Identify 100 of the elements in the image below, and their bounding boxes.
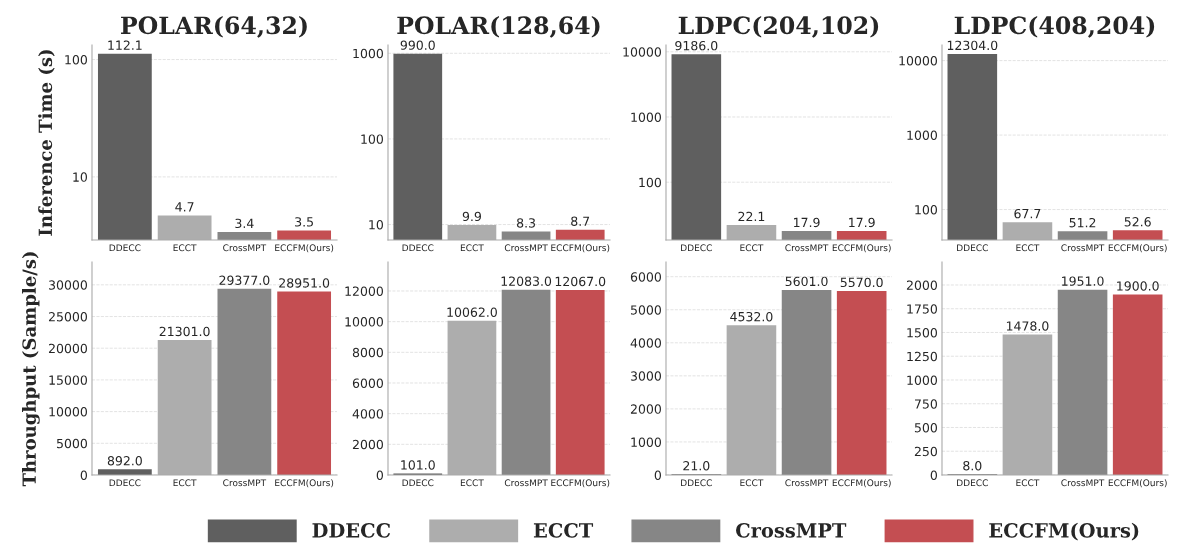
data-label: 1478.0 bbox=[1006, 321, 1049, 331]
y-tick-label: 1000 bbox=[631, 437, 661, 447]
x-tick-label: ECCT bbox=[460, 244, 484, 252]
data-label: 112.1 bbox=[108, 40, 142, 50]
x-tick-label: ECCT bbox=[1016, 244, 1040, 252]
x-tick-label: ECCT bbox=[460, 479, 484, 487]
x-tick-label: ECCT bbox=[740, 479, 764, 487]
y-tick-label: 10 bbox=[73, 172, 87, 182]
x-tick-label: ECCFM(Ours) bbox=[275, 244, 334, 253]
data-label: 3.5 bbox=[295, 217, 313, 227]
category-label: ECCT bbox=[533, 522, 594, 538]
y-tick-label: 750 bbox=[915, 399, 937, 409]
y-tick-label: 10000 bbox=[899, 56, 937, 66]
data-label: 5601.0 bbox=[785, 276, 828, 287]
data-label: 8.0 bbox=[963, 460, 982, 471]
y-tick-label: 1000 bbox=[353, 48, 383, 59]
data-label: 8.3 bbox=[516, 218, 536, 228]
data-label: 17.9 bbox=[794, 217, 820, 228]
y-tick-label: 25000 bbox=[48, 311, 87, 322]
x-tick-label: ECCT bbox=[173, 244, 197, 252]
x-tick-label: CrossMPT bbox=[223, 244, 267, 252]
chart-title: LDPC(204,102) bbox=[678, 15, 879, 38]
data-label: 9186.0 bbox=[675, 40, 718, 51]
x-tick-label: CrossMPT bbox=[1061, 479, 1105, 487]
y-tick-label: 2000 bbox=[352, 439, 383, 450]
y-tick-label: 10000 bbox=[623, 47, 661, 57]
data-label: 21.0 bbox=[683, 461, 710, 471]
y-tick-label: 8000 bbox=[352, 347, 383, 358]
x-tick-label: ECCT bbox=[740, 244, 764, 252]
x-tick-label: CrossMPT bbox=[504, 479, 548, 487]
x-tick-label: ECCFM(Ours) bbox=[551, 244, 610, 253]
data-label: 29377.0 bbox=[219, 275, 270, 285]
x-tick-label: CrossMPT bbox=[785, 479, 829, 487]
data-label: 892.0 bbox=[107, 456, 142, 466]
y-tick-label: 30000 bbox=[49, 280, 87, 290]
x-tick-label: ECCFM(Ours) bbox=[551, 479, 610, 488]
data-label: 52.6 bbox=[1124, 217, 1151, 227]
y-tick-label: 10000 bbox=[49, 407, 87, 417]
data-label: 4.7 bbox=[175, 202, 194, 212]
y-tick-label: 2000 bbox=[906, 280, 937, 290]
y-tick-label: 100 bbox=[361, 134, 383, 144]
x-tick-label: ECCT bbox=[173, 479, 197, 487]
y-tick-label: 1000 bbox=[631, 112, 661, 122]
y-tick-label: 500 bbox=[914, 422, 937, 433]
y-tick-label: 1000 bbox=[907, 130, 937, 140]
y-tick-label: 5000 bbox=[630, 305, 661, 315]
x-tick-label: DDECC bbox=[109, 244, 141, 252]
data-label: 22.1 bbox=[738, 211, 765, 221]
chart-title: POLAR(64,32) bbox=[121, 15, 307, 38]
y-tick-label: 1500 bbox=[907, 327, 937, 338]
data-label: 4532.0 bbox=[730, 311, 773, 322]
x-tick-label: ECCFM(Ours) bbox=[1108, 244, 1167, 253]
y-tick-label: 0 bbox=[654, 470, 661, 480]
data-label: 51.2 bbox=[1069, 217, 1096, 228]
y-tick-label: 6000 bbox=[630, 272, 661, 282]
y-tick-label: 100 bbox=[915, 205, 937, 215]
data-label: 10062.0 bbox=[447, 307, 497, 317]
x-tick-label: CrossMPT bbox=[504, 244, 548, 252]
category-label: CrossMPT bbox=[736, 522, 847, 538]
y-tick-label: 0 bbox=[80, 470, 87, 480]
data-label: 8.7 bbox=[571, 216, 590, 226]
y-tick-label: 100 bbox=[65, 55, 87, 65]
y-tick-label: 3000 bbox=[630, 371, 661, 381]
y-tick-label: 0 bbox=[376, 470, 383, 480]
data-label: 17.9 bbox=[849, 217, 875, 228]
x-tick-label: DDECC bbox=[402, 244, 434, 252]
data-label: 12067.0 bbox=[555, 276, 606, 287]
data-label: 990.0 bbox=[400, 40, 435, 50]
y-tick-label: 0 bbox=[930, 470, 937, 480]
x-tick-label: ECCFM(Ours) bbox=[1108, 479, 1167, 488]
y-tick-label: 15000 bbox=[49, 375, 87, 385]
x-tick-label: ECCFM(Ours) bbox=[832, 479, 891, 488]
x-tick-label: DDECC bbox=[681, 244, 712, 252]
data-label: 9.9 bbox=[462, 211, 481, 222]
x-tick-label: DDECC bbox=[681, 479, 712, 487]
x-tick-label: ECCFM(Ours) bbox=[832, 244, 891, 253]
y-tick-label: 2000 bbox=[630, 404, 661, 414]
data-label: 28951.0 bbox=[279, 278, 330, 288]
y-tick-label: 1250 bbox=[907, 351, 937, 362]
y-tick-label: 100 bbox=[639, 177, 661, 188]
y-axis-title: Throughput (Sample/s) bbox=[22, 252, 40, 487]
data-label: 12083.0 bbox=[501, 276, 552, 286]
data-label: 1951.0 bbox=[1062, 276, 1104, 286]
data-label: 101.0 bbox=[401, 460, 435, 470]
data-label: 3.4 bbox=[235, 218, 254, 229]
y-tick-label: 12000 bbox=[345, 286, 383, 296]
y-tick-label: 1000 bbox=[907, 375, 937, 385]
y-tick-label: 5000 bbox=[56, 438, 87, 449]
y-tick-label: 1750 bbox=[907, 304, 937, 314]
x-tick-label: DDECC bbox=[957, 479, 988, 487]
data-label: 12304.0 bbox=[947, 40, 998, 51]
y-tick-label: 10000 bbox=[345, 317, 383, 327]
x-tick-label: DDECC bbox=[109, 479, 141, 487]
x-tick-label: DDECC bbox=[402, 479, 434, 487]
y-tick-label: 20000 bbox=[48, 343, 87, 354]
chart-title: LDPC(408,204) bbox=[954, 15, 1155, 38]
y-tick-label: 250 bbox=[914, 446, 937, 457]
chart-title: POLAR(128,64) bbox=[397, 15, 600, 38]
y-tick-label: 4000 bbox=[630, 338, 661, 348]
data-label: 5570.0 bbox=[840, 277, 883, 288]
